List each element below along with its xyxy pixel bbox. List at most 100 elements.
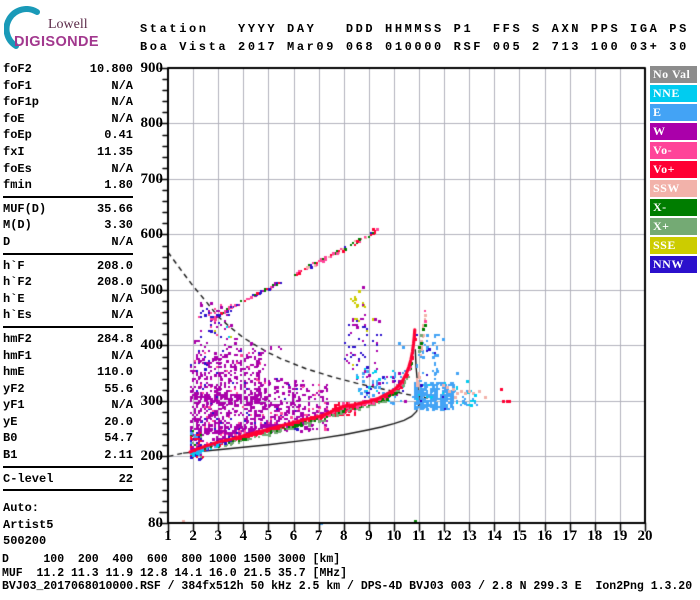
param-row: foF1 N/A bbox=[3, 78, 133, 95]
panel-divider bbox=[3, 325, 133, 328]
param-row: yE 20.0 bbox=[3, 414, 133, 431]
param-value: 55.6 bbox=[104, 381, 133, 396]
y-tick-label: 200 bbox=[140, 448, 164, 465]
param-row: M(D) 3.30 bbox=[3, 217, 133, 234]
file-info-line: BVJ03_2017068010000.RSF / 384fx512h 50 k… bbox=[2, 580, 693, 593]
autoscaling-line: 500200 bbox=[3, 534, 47, 549]
y-tick-label: 700 bbox=[140, 170, 164, 187]
param-label: hmE bbox=[3, 365, 25, 380]
param-row: hmF1 N/A bbox=[3, 348, 133, 365]
param-row: foEs N/A bbox=[3, 161, 133, 178]
y-tick-label: 600 bbox=[140, 226, 164, 243]
x-tick-label: 17 bbox=[562, 528, 578, 544]
param-label: M(D) bbox=[3, 218, 32, 233]
param-row: hmE 110.0 bbox=[3, 364, 133, 381]
param-row: D N/A bbox=[3, 234, 133, 251]
param-label: B1 bbox=[3, 448, 18, 463]
param-label: foE bbox=[3, 111, 25, 126]
param-label: h`Es bbox=[3, 308, 32, 323]
x-tick-label: 20 bbox=[637, 528, 653, 544]
param-label: foEs bbox=[3, 161, 32, 176]
param-row: hmF2 284.8 bbox=[3, 331, 133, 348]
param-value: 208.0 bbox=[96, 275, 133, 290]
logo-arc-icon bbox=[4, 6, 40, 49]
panel-divider bbox=[3, 489, 133, 492]
legend-item-nnw: NNW bbox=[650, 256, 697, 273]
y-tick-label: 800 bbox=[140, 115, 164, 132]
param-value: N/A bbox=[111, 111, 133, 126]
legend-item-nne: NNE bbox=[650, 85, 697, 102]
x-tick-label: 19 bbox=[612, 528, 628, 544]
legend-item-vo+: Vo+ bbox=[650, 161, 697, 178]
param-row: C-level 22 bbox=[3, 471, 133, 488]
param-row: B0 54.7 bbox=[3, 430, 133, 447]
x-tick-label: 16 bbox=[537, 528, 553, 544]
legend-item-w: W bbox=[650, 123, 697, 140]
measurement-header: Station YYYY DAY DDD HHMMSS P1 FFS S AXN… bbox=[140, 20, 689, 56]
param-value: N/A bbox=[111, 161, 133, 176]
param-label: fxI bbox=[3, 144, 25, 159]
param-label: h`E bbox=[3, 291, 25, 306]
param-value: N/A bbox=[111, 78, 133, 93]
header-columns-line: Station YYYY DAY DDD HHMMSS P1 FFS S AXN… bbox=[140, 22, 689, 36]
param-row: B1 2.11 bbox=[3, 447, 133, 464]
legend-item-ssw: SSW bbox=[650, 180, 697, 197]
muf-row: MUF 11.2 11.3 11.9 12.8 14.1 16.0 21.5 3… bbox=[2, 566, 348, 580]
param-label: foF1 bbox=[3, 78, 32, 93]
param-label: yF1 bbox=[3, 398, 25, 413]
param-row: yF1 N/A bbox=[3, 397, 133, 414]
param-value: 110.0 bbox=[96, 365, 133, 380]
autoscaling-line: Auto: bbox=[3, 501, 40, 516]
param-row: h`Es N/A bbox=[3, 307, 133, 324]
param-value: N/A bbox=[111, 398, 133, 413]
param-label: foF2 bbox=[3, 62, 32, 76]
x-tick-label: 2 bbox=[189, 528, 197, 544]
param-label: h`F bbox=[3, 258, 25, 273]
param-label: foF1p bbox=[3, 95, 40, 110]
param-value: 11.35 bbox=[96, 144, 133, 159]
param-label: foEp bbox=[3, 128, 32, 143]
autoscaling-line: Artist5 bbox=[3, 517, 54, 532]
y-tick-label: 300 bbox=[140, 392, 164, 409]
param-value: N/A bbox=[111, 348, 133, 363]
legend-item-sse: SSE bbox=[650, 237, 697, 254]
param-row: MUF(D) 35.66 bbox=[3, 201, 133, 218]
param-row: foF2 10.800 bbox=[3, 61, 133, 78]
logo-lowell-text: Lowell bbox=[48, 17, 88, 32]
distance-row: D 100 200 400 600 800 1000 1500 3000 [km… bbox=[2, 553, 341, 566]
echo-direction-legend: No Val NNE E W Vo- Vo+ SSW X- X+ SSE NNW bbox=[650, 66, 697, 275]
legend-item-e: E bbox=[650, 104, 697, 121]
y-tick-label: 400 bbox=[140, 337, 164, 354]
param-label: yF2 bbox=[3, 381, 25, 396]
param-row: foF1p N/A bbox=[3, 94, 133, 111]
param-label: h`F2 bbox=[3, 275, 32, 290]
header-values-line: Boa Vista 2017 Mar09 068 010000 RSF 005 … bbox=[140, 40, 689, 54]
param-value: 284.8 bbox=[96, 331, 133, 346]
param-value: 208.0 bbox=[96, 258, 133, 273]
lowell-digisonde-logo: Lowell DIGISONDE bbox=[4, 6, 99, 50]
param-value: N/A bbox=[111, 95, 133, 110]
panel-divider bbox=[3, 195, 133, 198]
panel-divider bbox=[3, 465, 133, 468]
param-value: 35.66 bbox=[96, 201, 133, 216]
x-tick-label: 14 bbox=[486, 528, 502, 544]
param-label: yE bbox=[3, 414, 18, 429]
y-tick-label: 900 bbox=[140, 60, 164, 76]
x-tick-label: 12 bbox=[436, 528, 452, 544]
param-label: D bbox=[3, 234, 11, 249]
param-value: 3.30 bbox=[104, 218, 133, 233]
legend-item-x-: X- bbox=[650, 199, 697, 216]
param-row: yF2 55.6 bbox=[3, 381, 133, 398]
param-label: MUF(D) bbox=[3, 201, 47, 216]
legend-item-no-val: No Val bbox=[650, 66, 697, 83]
x-tick-label: 3 bbox=[214, 528, 222, 544]
x-tick-label: 4 bbox=[239, 528, 248, 544]
scaled-parameters-panel: foF2 10.800 foF1 N/A foF1p N/A foE N/A foEp 0.41 f… bbox=[3, 61, 133, 550]
autoscaling-info: Auto: Artist5 500200 bbox=[3, 500, 133, 550]
param-value: N/A bbox=[111, 234, 133, 249]
param-row: h`F2 208.0 bbox=[3, 274, 133, 291]
x-tick-label: 6 bbox=[289, 528, 298, 544]
x-tick-label: 7 bbox=[314, 528, 323, 544]
